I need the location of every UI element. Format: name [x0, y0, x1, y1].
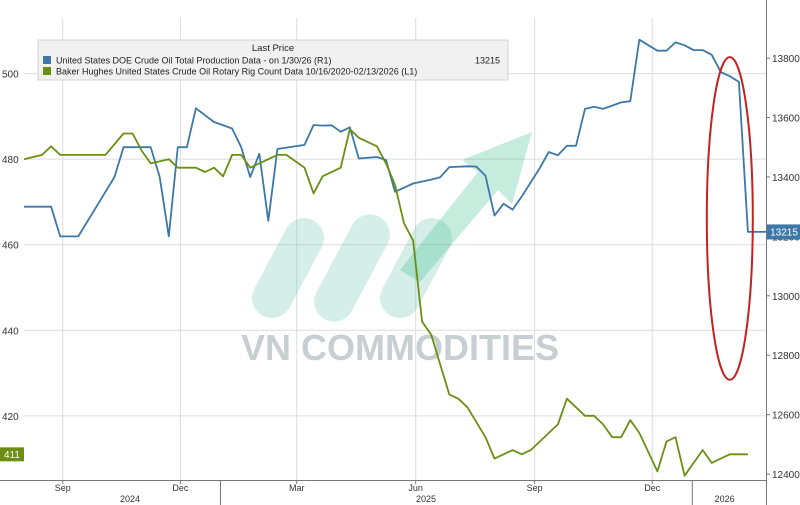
- left-tick-label: 420: [2, 412, 19, 423]
- watermark-arrow-icon: [400, 132, 532, 282]
- legend-box: [37, 39, 509, 81]
- rigs-last-tag: [0, 447, 24, 462]
- watermark-bar-2: [314, 214, 390, 322]
- x-tick-label: Mar: [289, 483, 305, 493]
- series-layer: [23, 38, 766, 477]
- right-tick-label: 13600: [772, 114, 800, 125]
- right-tick-label: 13400: [772, 173, 800, 184]
- left-tick-label: 500: [2, 70, 19, 81]
- series-line-production: [24, 38, 766, 238]
- grid: [24, 18, 766, 480]
- production-last-tag: [767, 224, 800, 240]
- x-year-label: 2025: [416, 494, 436, 504]
- rigs-last-value: 411: [4, 450, 20, 461]
- x-tick-label: Jun: [408, 483, 423, 493]
- x-year-label: 2026: [715, 494, 735, 504]
- right-tick-label: 13000: [772, 292, 800, 303]
- watermark-bar-1: [252, 217, 324, 319]
- annotation-ellipse: [705, 56, 754, 381]
- left-tick-label: 460: [2, 241, 19, 252]
- right-tick-label: 12800: [772, 351, 800, 362]
- x-tick-label: Sep: [527, 483, 543, 493]
- x-tick-label: Dec: [172, 483, 189, 493]
- right-tick-label: 13800: [772, 54, 800, 65]
- watermark: VN COMMODITIES: [241, 132, 559, 368]
- legend: Last Price United States DOE Crude Oil T…: [37, 39, 509, 81]
- x-tick-label: Dec: [644, 483, 661, 493]
- left-tick-label: 480: [2, 155, 19, 166]
- x-axis-band: [0, 480, 800, 505]
- legend-label-rigs: Baker Hughes United States Crude Oil Rot…: [56, 67, 417, 77]
- x-year-label: 2024: [120, 494, 140, 504]
- legend-label-production: United States DOE Crude Oil Total Produc…: [56, 56, 331, 66]
- legend-header: Last Price: [252, 43, 294, 54]
- legend-swatch-rigs: [43, 67, 51, 75]
- x-tick-label: Sep: [55, 483, 71, 493]
- left-tick-label: 440: [2, 326, 19, 337]
- legend-swatch-production: [43, 56, 51, 64]
- right-tick-label: 12400: [772, 470, 800, 481]
- legend-value-production: 13215: [475, 56, 500, 66]
- annotation-layer: [705, 56, 754, 381]
- right-tick-label: 12600: [772, 411, 800, 422]
- production-last-value: 13215: [770, 227, 798, 238]
- watermark-text: VN COMMODITIES: [241, 327, 559, 368]
- series-line-rigs: [23, 128, 748, 477]
